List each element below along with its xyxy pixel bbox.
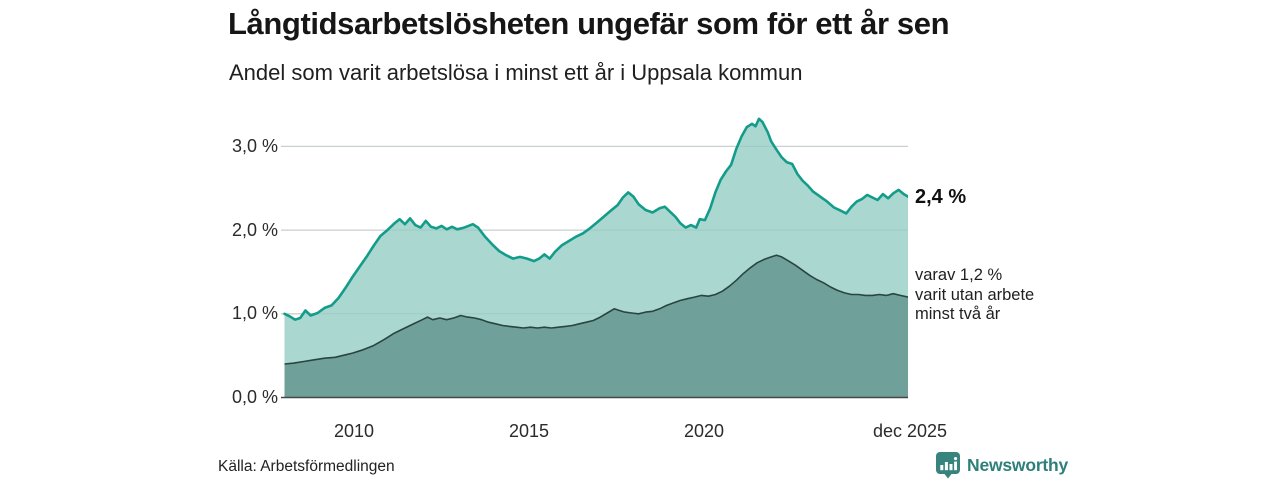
newsworthy-logo: Newsworthy bbox=[936, 451, 1068, 479]
area-two-year bbox=[284, 255, 908, 398]
annotation-total-value: 2,4 % bbox=[915, 186, 967, 208]
area-chart-plot bbox=[281, 117, 908, 399]
x-tick-2020: 2020 bbox=[683, 421, 725, 441]
x-tick-dec-2025: dec 2025 bbox=[872, 421, 948, 441]
y-tick-1: 1,0 % bbox=[231, 303, 278, 323]
annotation-two-year-line2: varit utan arbete bbox=[915, 285, 1035, 304]
annotation-two-year-line3: minst två år bbox=[915, 305, 1001, 323]
source-credit: Källa: Arbetsförmedlingen bbox=[218, 458, 395, 475]
y-tick-0: 0,0 % bbox=[231, 387, 278, 407]
line-total-one-year bbox=[283, 117, 908, 321]
newsworthy-wordmark: Newsworthy bbox=[967, 454, 1069, 475]
x-tick-2010: 2010 bbox=[333, 421, 375, 441]
annotation-two-year-line1: varav 1,2 % bbox=[915, 266, 1003, 284]
x-tick-2015: 2015 bbox=[508, 421, 550, 441]
line-two-year bbox=[284, 254, 908, 365]
chart-title: Långtidsarbetslösheten ungefär som för e… bbox=[228, 6, 950, 41]
annotation-two-year: varav 1,2 % varit utan arbete minst två … bbox=[915, 266, 1034, 325]
y-tick-3: 3,0 % bbox=[231, 136, 278, 156]
newsworthy-icon bbox=[936, 451, 960, 478]
chart-subtitle: Andel som varit arbetslösa i minst ett å… bbox=[229, 60, 803, 85]
y-tick-2: 2,0 % bbox=[231, 220, 278, 240]
